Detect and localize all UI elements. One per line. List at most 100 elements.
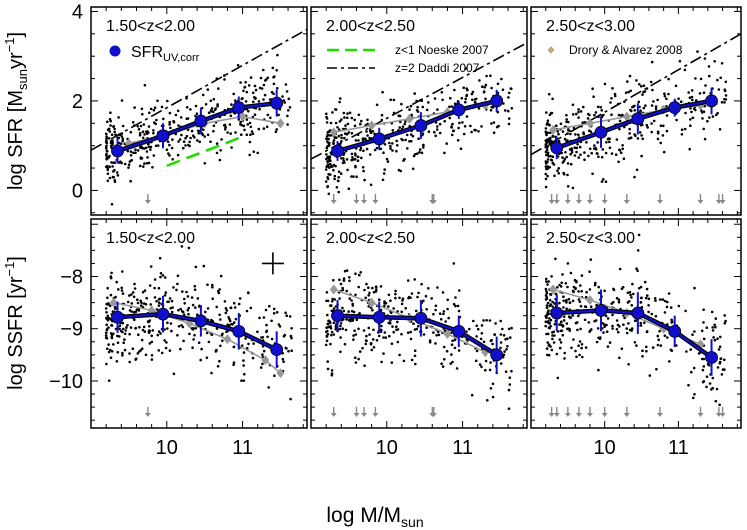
galaxy-point	[327, 319, 330, 323]
galaxy-point	[480, 125, 483, 128]
galaxy-point	[210, 107, 214, 110]
galaxy-point	[391, 149, 394, 152]
galaxy-point	[326, 160, 330, 163]
galaxy-point	[254, 88, 258, 92]
galaxy-point	[577, 314, 580, 318]
galaxy-point	[346, 122, 350, 126]
galaxy-point	[120, 99, 124, 102]
galaxy-point	[597, 155, 600, 159]
galaxy-point	[121, 137, 125, 141]
galaxy-point	[207, 340, 211, 344]
galaxy-point	[451, 122, 454, 126]
galaxy-point	[359, 271, 363, 274]
galaxy-point	[561, 273, 564, 276]
galaxy-point	[265, 78, 268, 81]
galaxy-point	[610, 152, 614, 155]
galaxy-point	[721, 368, 725, 371]
galaxy-point	[684, 309, 687, 313]
galaxy-point	[184, 137, 187, 140]
galaxy-point	[121, 354, 124, 357]
galaxy-point	[486, 399, 489, 402]
galaxy-point	[223, 74, 226, 77]
galaxy-point	[628, 132, 631, 135]
galaxy-point	[596, 105, 600, 109]
galaxy-point	[618, 267, 622, 271]
galaxy-point	[108, 165, 111, 169]
galaxy-point	[701, 380, 705, 384]
galaxy-point	[589, 305, 593, 309]
plot-area	[104, 245, 294, 417]
galaxy-point	[545, 138, 549, 141]
galaxy-point	[544, 130, 548, 134]
galaxy-point	[550, 348, 554, 352]
galaxy-point	[565, 120, 568, 124]
galaxy-point	[556, 376, 560, 380]
galaxy-point	[132, 311, 136, 314]
galaxy-point	[142, 123, 146, 126]
galaxy-point	[656, 334, 660, 338]
galaxy-point	[372, 290, 376, 294]
galaxy-point	[209, 110, 213, 113]
galaxy-point	[434, 342, 437, 345]
galaxy-point	[639, 296, 643, 300]
galaxy-point	[604, 180, 608, 183]
galaxy-point	[553, 174, 556, 178]
galaxy-point	[378, 298, 381, 302]
galaxy-point	[645, 287, 649, 291]
galaxy-point	[193, 333, 196, 337]
galaxy-point	[575, 280, 578, 284]
galaxy-point	[363, 364, 366, 368]
galaxy-point	[147, 145, 151, 149]
upper-limit-arrowhead	[564, 200, 571, 204]
galaxy-point	[451, 129, 455, 133]
galaxy-point	[510, 326, 513, 330]
galaxy-point	[171, 158, 174, 161]
galaxy-point	[375, 146, 379, 150]
galaxy-point	[571, 103, 575, 107]
galaxy-point	[107, 156, 110, 159]
drory-point	[405, 113, 414, 124]
galaxy-scatter	[324, 67, 514, 196]
galaxy-point	[245, 309, 249, 313]
galaxy-point	[462, 132, 466, 136]
galaxy-point	[410, 358, 414, 362]
upper-limit-arrowhead	[430, 413, 437, 417]
galaxy-point	[579, 327, 582, 331]
galaxy-point	[552, 163, 556, 166]
galaxy-point	[569, 316, 572, 320]
galaxy-point	[119, 142, 123, 146]
galaxy-point	[119, 329, 123, 333]
galaxy-point	[677, 97, 680, 100]
galaxy-point	[427, 101, 430, 104]
galaxy-point	[350, 175, 353, 178]
galaxy-point	[110, 133, 114, 136]
galaxy-point	[451, 360, 454, 364]
galaxy-point	[127, 166, 130, 169]
galaxy-point	[326, 176, 329, 179]
galaxy-point	[454, 304, 457, 308]
galaxy-point	[193, 284, 197, 288]
galaxy-point	[499, 362, 503, 365]
galaxy-point	[631, 282, 634, 286]
galaxy-point	[157, 304, 161, 307]
galaxy-point	[646, 294, 649, 297]
y-top-tail: yr	[5, 52, 27, 69]
galaxy-point	[711, 386, 714, 390]
galaxy-point	[661, 134, 665, 137]
galaxy-point	[663, 299, 667, 303]
galaxy-point	[355, 175, 358, 178]
galaxy-point	[333, 174, 337, 178]
galaxy-point	[432, 312, 435, 316]
galaxy-point	[713, 338, 717, 342]
galaxy-point	[354, 139, 358, 142]
galaxy-point	[110, 336, 114, 340]
galaxy-point	[143, 133, 146, 136]
panel-ssfr-z200-250: 10 112.00<z<2.50	[310, 218, 528, 459]
galaxy-point	[579, 284, 582, 287]
galaxy-point	[409, 139, 413, 143]
galaxy-point	[275, 311, 279, 314]
galaxy-point	[575, 355, 578, 359]
axis-ticks	[311, 219, 527, 428]
median-point	[111, 144, 124, 158]
galaxy-point	[287, 349, 290, 353]
